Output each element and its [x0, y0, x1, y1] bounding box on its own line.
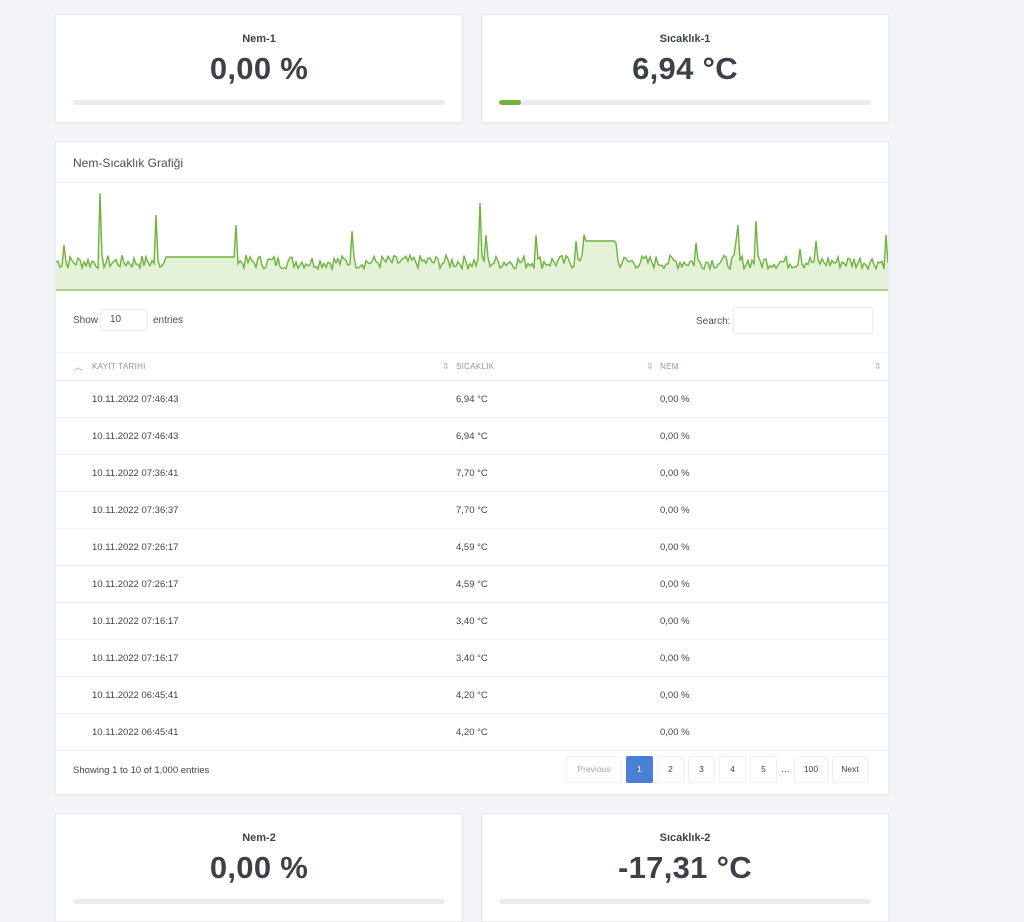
column-header-label: SICAKLIK [456, 362, 495, 371]
pagination-page-2[interactable]: 2 [657, 756, 684, 783]
cell-date: 10.11.2022 07:16:17 [56, 639, 456, 677]
table-row: 10.11.2022 07:26:17 4,59 °C 0,00 % [56, 528, 888, 566]
entries-label: entries [153, 315, 184, 326]
table-row: 10.11.2022 07:46:43 6,94 °C 0,00 % [56, 417, 888, 455]
cell-date: 10.11.2022 07:36:37 [56, 491, 456, 529]
metric-value: 0,00 % [209, 51, 309, 86]
cell-temperature: 4,59 °C [456, 565, 660, 603]
metric-card-sicaklik-1: Sıcaklık-1 6,94 °C [481, 14, 889, 123]
sort-asc-icon: ︿ [74, 362, 84, 372]
column-header-nem[interactable]: NEM ⇳ [660, 352, 888, 381]
metric-card-nem-1: Nem-1 0,00 % [55, 14, 463, 123]
pagination-page-1[interactable]: 1 [626, 756, 653, 783]
cell-humidity: 0,00 % [660, 565, 888, 603]
pagination-previous-button[interactable]: Previous [566, 756, 622, 783]
table-row: 10.11.2022 07:16:17 3,40 °C 0,00 % [56, 602, 888, 640]
cell-temperature: 7,70 °C [456, 454, 660, 492]
metric-card-sicaklik-2: Sıcaklık-2 -17,31 °C [481, 813, 889, 922]
table-row: 10.11.2022 06:45:41 4,20 °C 0,00 % [56, 713, 888, 751]
cell-date: 10.11.2022 06:45:41 [56, 713, 456, 751]
cell-date: 10.11.2022 06:45:41 [56, 676, 456, 714]
metric-label: Sıcaklık-1 [659, 33, 711, 45]
cell-temperature: 3,40 °C [456, 639, 660, 677]
table-row: 10.11.2022 06:45:41 4,20 °C 0,00 % [56, 676, 888, 714]
table-row: 10.11.2022 07:26:17 4,59 °C 0,00 % [56, 565, 888, 603]
cell-temperature: 7,70 °C [456, 491, 660, 529]
cell-temperature: 4,20 °C [456, 713, 660, 751]
sort-icon: ⇳ [442, 361, 450, 371]
cell-date: 10.11.2022 07:26:17 [56, 528, 456, 566]
table-row: 10.11.2022 07:46:43 6,94 °C 0,00 % [56, 380, 888, 418]
table-header-row: ︿ KAYIT TARIHI ⇳ SICAKLIK ⇳ NEM ⇳ [56, 352, 888, 381]
metric-label: Nem-1 [242, 33, 276, 45]
cell-temperature: 4,20 °C [456, 676, 660, 714]
metric-progress-bar [499, 899, 871, 904]
cell-humidity: 0,00 % [660, 602, 888, 640]
divider [56, 182, 888, 183]
metric-card-nem-2: Nem-2 0,00 % [55, 813, 463, 922]
pagination-page-4[interactable]: 4 [719, 756, 746, 783]
column-header-label: KAYIT TARIHI [92, 362, 146, 371]
table-row: 10.11.2022 07:36:41 7,70 °C 0,00 % [56, 454, 888, 492]
cell-humidity: 0,00 % [660, 713, 888, 751]
column-header-kayit-tarihi[interactable]: ︿ KAYIT TARIHI ⇳ [56, 352, 456, 381]
cell-date: 10.11.2022 07:46:43 [56, 380, 456, 418]
metric-label: Sıcaklık-2 [659, 832, 711, 844]
cell-date: 10.11.2022 07:16:17 [56, 602, 456, 640]
cell-temperature: 3,40 °C [456, 602, 660, 640]
metric-value: 6,94 °C [632, 51, 738, 86]
pagination-ellipsis: … [781, 764, 790, 774]
sort-icon: ⇳ [874, 361, 882, 371]
cell-humidity: 0,00 % [660, 380, 888, 418]
cell-humidity: 0,00 % [660, 676, 888, 714]
chart-title: Nem-Sıcaklık Grafiği [73, 156, 184, 170]
chart-area [56, 193, 888, 291]
chart-line [56, 192, 888, 272]
page-size-select[interactable]: 10 [100, 309, 148, 331]
cell-humidity: 0,00 % [660, 491, 888, 529]
metric-value: 0,00 % [209, 850, 309, 885]
sort-icon: ⇳ [646, 361, 654, 371]
column-header-sicaklik[interactable]: SICAKLIK ⇳ [456, 352, 660, 381]
pagination-page-3[interactable]: 3 [688, 756, 715, 783]
table-row: 10.11.2022 07:16:17 3,40 °C 0,00 % [56, 639, 888, 677]
show-label: Show [73, 315, 99, 326]
table-row: 10.11.2022 07:36:37 7,70 °C 0,00 % [56, 491, 888, 529]
metric-progress-bar [73, 100, 445, 105]
table-info: Showing 1 to 10 of 1,000 entries [73, 765, 210, 776]
pagination-page-last[interactable]: 100 [794, 756, 828, 783]
metric-label: Nem-2 [242, 832, 276, 844]
cell-temperature: 4,59 °C [456, 528, 660, 566]
cell-date: 10.11.2022 07:36:41 [56, 454, 456, 492]
cell-date: 10.11.2022 07:46:43 [56, 417, 456, 455]
pagination-next-button[interactable]: Next [832, 756, 868, 783]
pagination-page-5[interactable]: 5 [750, 756, 777, 783]
cell-humidity: 0,00 % [660, 454, 888, 492]
cell-temperature: 6,94 °C [456, 380, 660, 418]
cell-date: 10.11.2022 07:26:17 [56, 565, 456, 603]
sparkline-chart [56, 192, 888, 291]
records-table: ︿ KAYIT TARIHI ⇳ SICAKLIK ⇳ NEM ⇳ 10.11.… [56, 352, 888, 751]
cell-humidity: 0,00 % [660, 417, 888, 455]
metric-value: -17,31 °C [618, 850, 752, 885]
cell-humidity: 0,00 % [660, 528, 888, 566]
column-header-label: NEM [660, 362, 679, 371]
cell-humidity: 0,00 % [660, 639, 888, 677]
search-label: Search: [696, 316, 731, 327]
search-input[interactable] [733, 307, 873, 334]
metric-progress-fill [499, 100, 522, 105]
chart-table-card: Nem-Sıcaklık Grafiği Show 10 entries Sea… [55, 141, 889, 795]
metric-progress-bar [499, 100, 871, 105]
metric-progress-bar [73, 899, 445, 904]
cell-temperature: 6,94 °C [456, 417, 660, 455]
